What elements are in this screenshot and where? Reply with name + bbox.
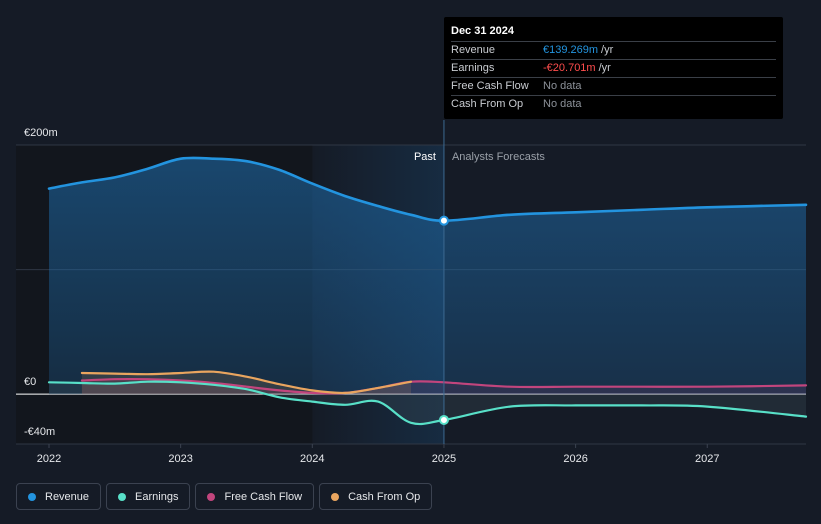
tooltip-value: No data: [543, 80, 582, 92]
revenue-highlight-point[interactable]: [438, 215, 449, 226]
legend-item-free-cash-flow[interactable]: Free Cash Flow: [195, 483, 315, 510]
tooltip-unit: /yr: [601, 44, 614, 56]
earnings-area: [49, 381, 806, 425]
legend-label: Cash From Op: [348, 490, 421, 503]
tooltip-name: Cash From Op: [451, 98, 524, 110]
tooltip-value: No data: [543, 98, 582, 110]
earnings-line: [47, 380, 808, 426]
tooltip-value: €139.269m: [543, 44, 599, 56]
legend-item-revenue[interactable]: Revenue: [16, 483, 102, 510]
x-tick-label: 2026: [563, 453, 587, 465]
earnings-dot-icon: [118, 492, 127, 501]
cash-from-op-dot-icon: [331, 492, 340, 501]
y-tick-label: €200m: [24, 127, 58, 139]
past-label: Past: [414, 151, 436, 163]
tooltip-row-free-cash-flow: Free Cash Flow No data: [451, 78, 776, 96]
tooltip: Dec 31 2024 Revenue €139.269m /yr Earnin…: [444, 17, 783, 119]
x-tick-label: 2023: [168, 453, 192, 465]
cash-from-op-line: [80, 370, 413, 395]
tooltip-row-earnings: Earnings -€20.701m /yr: [451, 60, 776, 78]
tooltip-unit: /yr: [598, 62, 611, 74]
tooltip-row-revenue: Revenue €139.269m /yr: [451, 42, 776, 60]
forecast-label: Analysts Forecasts: [452, 151, 545, 163]
y-tick-label: -€40m: [24, 426, 55, 438]
tooltip-date: Dec 31 2024: [451, 23, 776, 42]
earnings-highlight-point[interactable]: [438, 414, 449, 425]
legend-label: Revenue: [45, 490, 90, 503]
tooltip-name: Revenue: [451, 44, 496, 56]
legend-item-earnings[interactable]: Earnings: [106, 483, 191, 510]
revenue-area: [49, 157, 806, 395]
x-tick-label: 2024: [300, 453, 324, 465]
x-tick-label: 2022: [37, 453, 61, 465]
revenue-line: [47, 156, 808, 222]
x-tick-label: 2027: [695, 453, 719, 465]
legend-item-cash-from-op[interactable]: Cash From Op: [319, 483, 433, 510]
legend-label: Earnings: [135, 490, 179, 503]
tooltip-name: Earnings: [451, 62, 495, 74]
y-tick-label: €0: [24, 376, 36, 388]
tooltip-name: Free Cash Flow: [451, 80, 529, 92]
legend: Revenue Earnings Free Cash Flow Cash Fro…: [16, 483, 433, 510]
legend-label: Free Cash Flow: [224, 490, 303, 503]
cash-from-op-area: [81, 371, 412, 395]
tooltip-value: -€20.701m: [543, 62, 596, 74]
free-cash-flow-dot-icon: [207, 492, 216, 501]
x-tick-label: 2025: [432, 453, 456, 465]
tooltip-row-cash-from-op: Cash From Op No data: [451, 96, 776, 113]
revenue-dot-icon: [28, 492, 36, 501]
